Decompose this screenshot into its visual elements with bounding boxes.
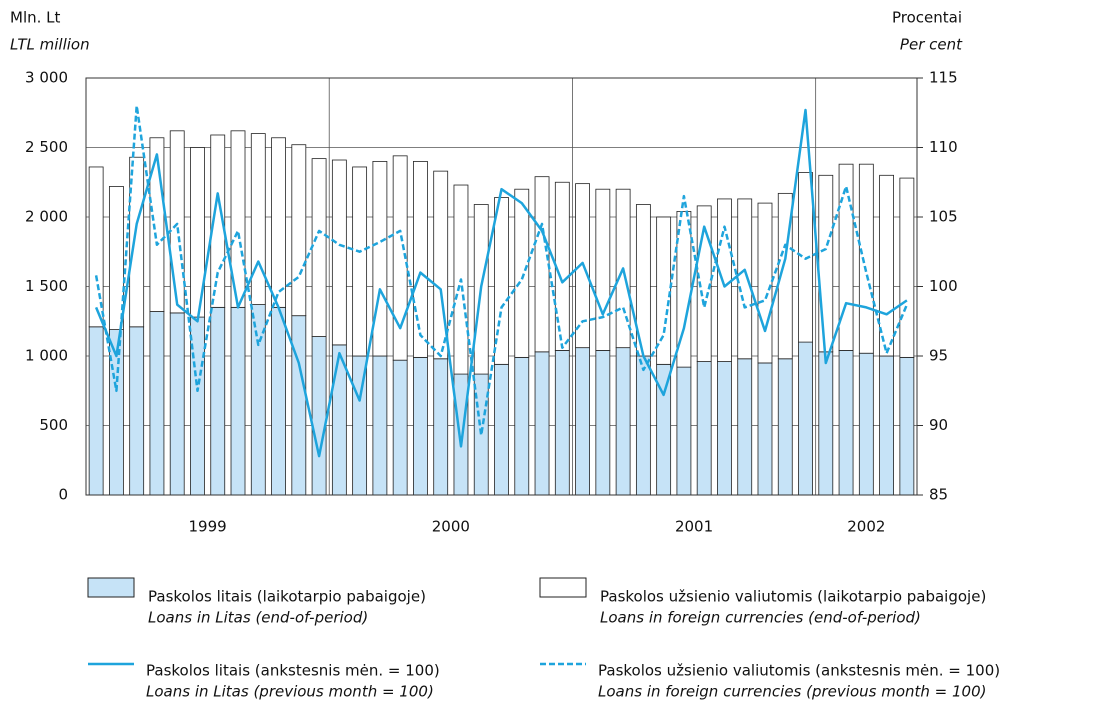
bar [88,326,104,496]
bar [818,351,834,496]
bar [230,306,246,496]
bar [494,363,509,496]
bar [129,326,145,496]
bar [717,361,732,496]
bar [798,341,813,496]
solid-line [94,108,908,458]
y-tick-label: 2 500 [25,138,68,156]
y-tick-label: 3 000 [25,69,68,87]
bar [169,130,185,314]
y2-tick-label: 100 [929,277,958,295]
y2-axis-label: Procentai [892,9,962,27]
y-tick-label: 2 000 [25,208,68,226]
bar [858,163,874,354]
bar [331,159,347,346]
bar [109,186,124,330]
bar [129,156,145,328]
bar [311,158,327,337]
bar [352,166,368,357]
bar [737,358,753,496]
legend-label: Paskolos užsienio valiutomis (ankstesnis… [598,662,1000,680]
plot-frame [85,77,918,496]
y2-tick-label: 85 [929,486,948,504]
bar [615,347,631,496]
y-tick-label: 500 [39,416,68,434]
bar [696,361,712,496]
bar [433,358,449,496]
legend-label: Paskolos litais (laikotarpio pabaigoje) [148,588,426,606]
bar [291,315,307,496]
bar [271,306,286,496]
bar [149,311,165,496]
y-tick-label: 0 [58,486,68,504]
bar [514,356,530,496]
bar [575,347,590,496]
bar [392,155,408,361]
bar [838,163,854,351]
y-tick-label: 1 500 [25,277,68,295]
bar [473,373,489,496]
y2-axis-label-en: Per cent [900,36,963,54]
bar [879,355,894,496]
legend-label-en: Loans in Litas (previous month = 100) [146,683,434,701]
bar [899,356,915,496]
y-axis-label: Mln. Lt [10,9,61,27]
legend-swatch [87,577,135,598]
bar [554,350,570,496]
legend-swatch [539,577,587,598]
bar [250,133,266,305]
bar [372,355,388,496]
bar [413,356,428,496]
y-axis-label-en: LTL million [10,36,90,54]
legend-label-en: Loans in foreign currencies (end-of-peri… [600,609,921,627]
year-label: 1999 [189,518,227,536]
bar [169,312,185,496]
bar [635,355,651,496]
bar [757,362,773,496]
y-tick-label: 1 000 [25,347,68,365]
bar [858,352,874,496]
bar [534,176,550,353]
bar [717,198,732,362]
bar [210,306,226,496]
bar [271,137,286,308]
bar [88,166,104,328]
bar [818,174,834,353]
y2-tick-label: 95 [929,347,948,365]
bar [899,177,915,358]
year-label: 2002 [847,518,885,536]
bar [777,358,793,496]
year-label: 2000 [432,518,470,536]
bar [413,160,428,358]
bar [372,160,388,357]
bar [595,188,611,351]
bar [595,350,611,496]
bar [838,350,854,496]
bar [676,366,692,496]
bar [757,202,773,364]
legend-label: Paskolos litais (ankstesnis mėn. = 100) [146,662,440,680]
bar [534,351,550,496]
legend-label-en: Loans in foreign currencies (previous mo… [598,683,986,701]
bar [311,336,327,496]
bar [656,216,672,365]
dashed-line [94,104,909,437]
bar [291,144,307,317]
legend-label: Paskolos užsienio valiutomis (laikotarpi… [600,588,986,606]
y2-tick-label: 110 [929,138,958,156]
year-label: 2001 [675,518,713,536]
bar [737,198,753,360]
y2-tick-label: 115 [929,69,958,87]
y2-tick-label: 105 [929,208,958,226]
bar [514,188,530,358]
bar [554,181,570,351]
legend-label-en: Loans in Litas (end-of-period) [148,609,368,627]
bar [453,373,469,496]
y2-tick-label: 90 [929,416,948,434]
bar [392,359,408,496]
